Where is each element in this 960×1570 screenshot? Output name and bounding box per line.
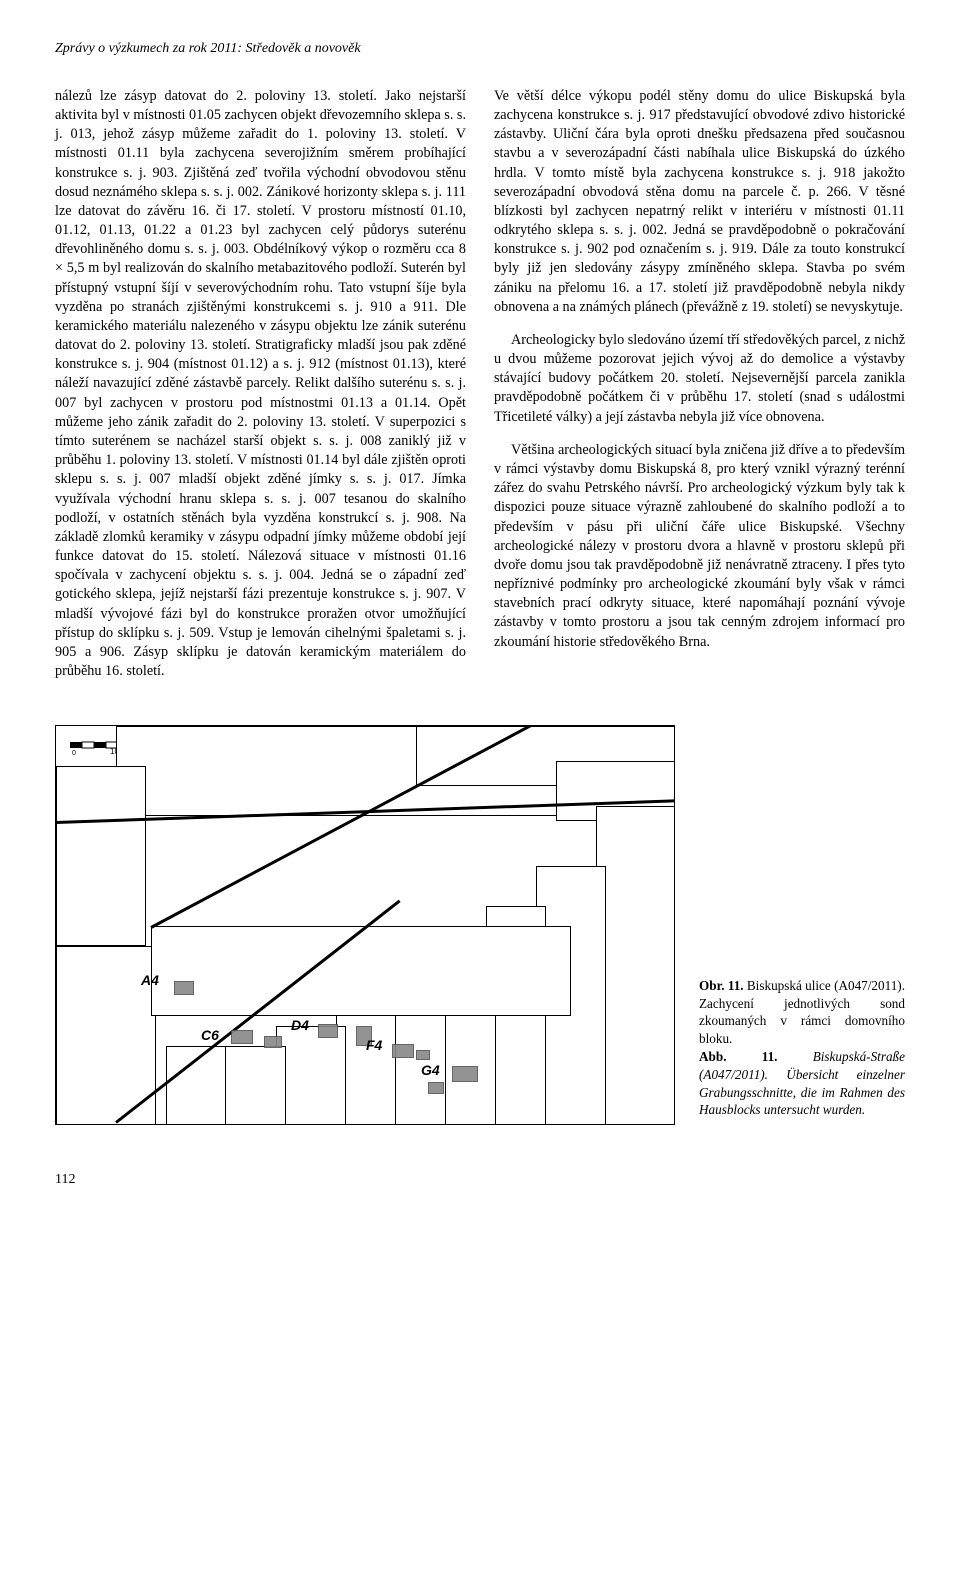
map-label: A4 [141, 971, 159, 990]
map-sondage-blob [174, 981, 194, 995]
map-parcel [596, 806, 675, 1125]
map-sondage-blob [264, 1036, 282, 1048]
map-sondage-blob [452, 1066, 478, 1082]
two-column-body: nálezů lze zásyp datovat do 2. poloviny … [55, 87, 905, 695]
map-label: D4 [291, 1016, 309, 1035]
map-parcel [151, 926, 571, 1016]
map-sondage-blob [231, 1030, 253, 1044]
page-number: 112 [55, 1171, 905, 1190]
body-right-paragraph-3: Většina archeologických situací byla zni… [494, 441, 905, 652]
map-sondage-blob [416, 1050, 430, 1060]
caption-cs-lead: Obr. 11. [699, 978, 744, 993]
caption-de-lead: Abb. 11. [699, 1049, 777, 1064]
body-right-paragraph-2: Archeologicky bylo sledováno území tří s… [494, 331, 905, 427]
map-label: C6 [201, 1026, 219, 1045]
map-parcel [216, 1046, 286, 1125]
column-left: nálezů lze zásyp datovat do 2. poloviny … [55, 87, 466, 695]
figure-caption: Obr. 11. Biskupská ulice (A047/2011). Za… [699, 977, 905, 1126]
map-sondage-blob [392, 1044, 414, 1058]
figure-map: 0 10m Biskupská A4C6D4F4G4 [55, 725, 675, 1125]
svg-text:0: 0 [72, 750, 76, 756]
column-right: Ve větší délce výkopu podél stěny domu d… [494, 87, 905, 695]
body-left-paragraph: nálezů lze zásyp datovat do 2. poloviny … [55, 87, 466, 681]
map-sondage-blob [318, 1024, 338, 1038]
map-parcel [56, 766, 146, 946]
running-header: Zprávy o výzkumech za rok 2011: Středově… [55, 40, 905, 59]
map-sondage-blob [428, 1082, 444, 1094]
map-label: F4 [366, 1036, 382, 1055]
map-parcel [276, 1026, 346, 1125]
body-right-paragraph-1: Ve větší délce výkopu podél stěny domu d… [494, 87, 905, 317]
figure-row: 0 10m Biskupská A4C6D4F4G4 Obr. 11. Bisk… [55, 725, 905, 1125]
map-label: G4 [421, 1061, 440, 1080]
